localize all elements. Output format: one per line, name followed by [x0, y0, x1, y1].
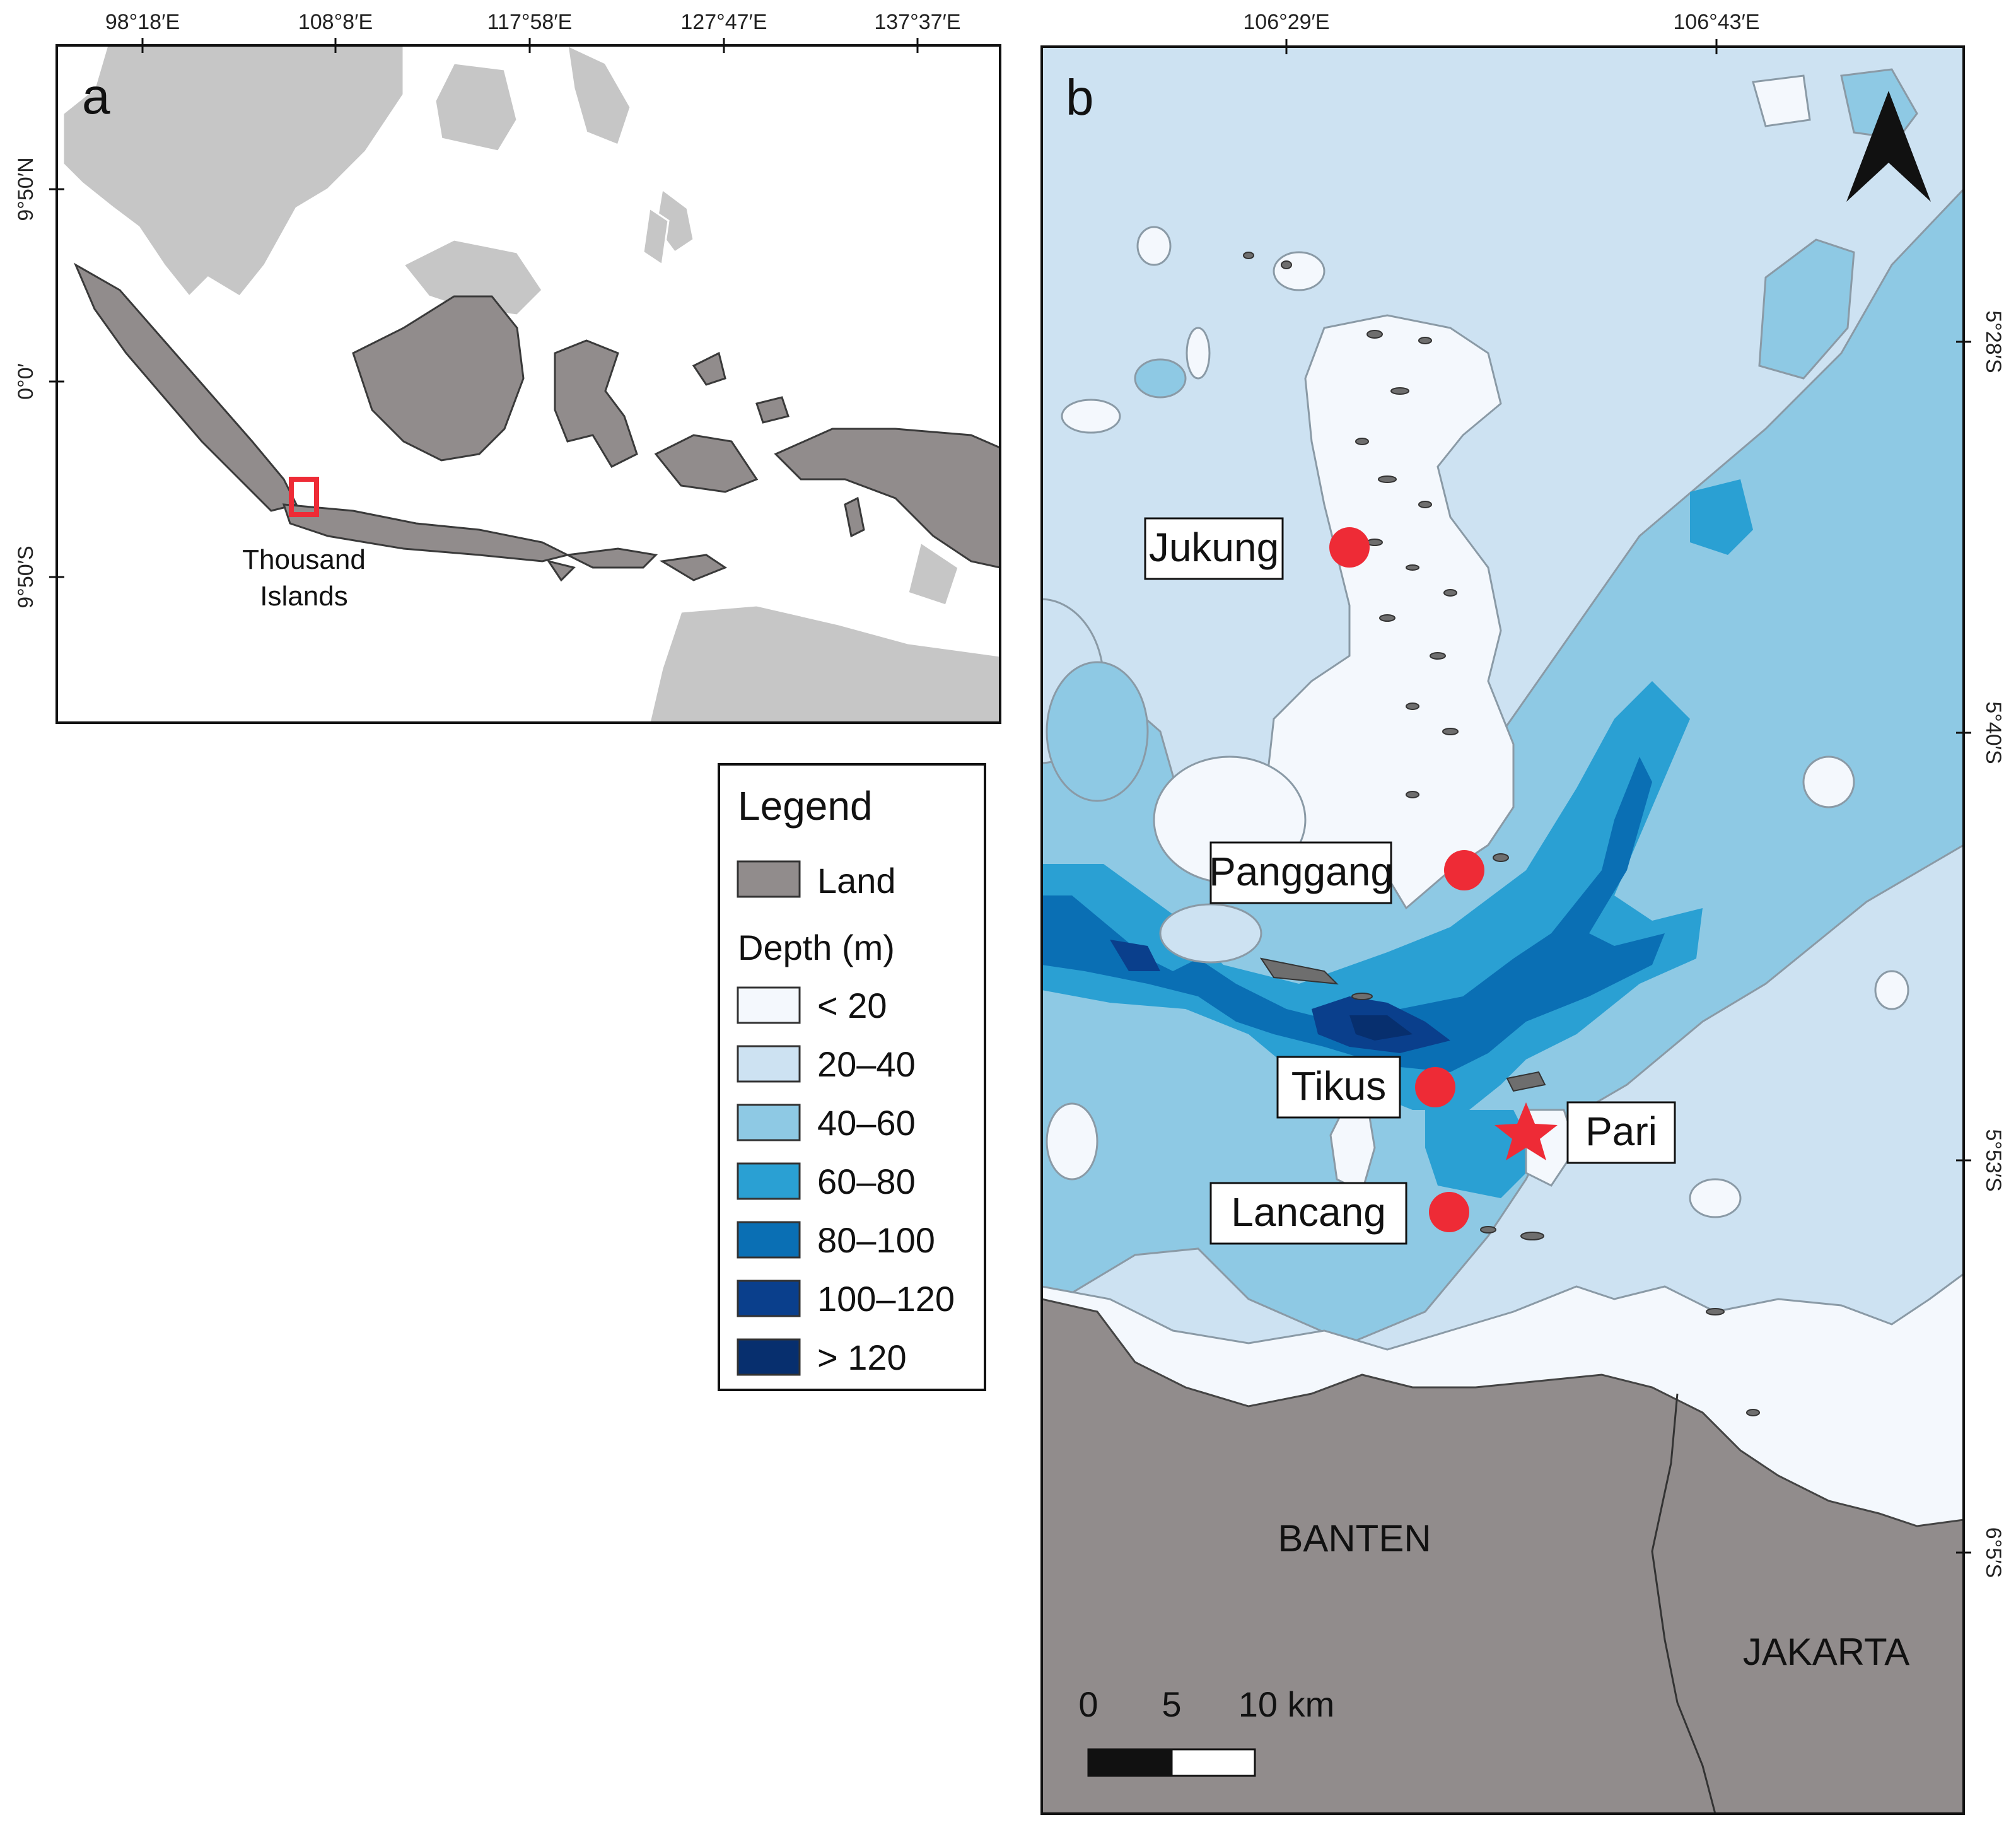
region-label-banten: BANTEN: [1278, 1517, 1431, 1560]
overview-map: Thousand Islands a 98°18′E 108°8′E 117°5…: [14, 10, 1001, 724]
region-label-jakarta: JAKARTA: [1743, 1631, 1910, 1673]
site-marker: [1444, 850, 1484, 890]
panel-b-letter: b: [1066, 69, 1094, 125]
tick-label: 9°50′N: [14, 157, 38, 221]
site-marker: [1329, 527, 1370, 568]
legend: Legend Land Depth (m) < 20 20–40 40–60 60–8…: [718, 763, 986, 1391]
panel-a-left-ticks: 9°50′N 0°0′ 9°50′S: [14, 157, 64, 609]
legend-label: 80–100: [817, 1220, 935, 1260]
mainland-land: [1042, 1298, 1964, 1814]
legend-swatch: [737, 1104, 801, 1141]
tick-label: 6°5′S: [1981, 1527, 2005, 1578]
site-marker: [1429, 1192, 1469, 1232]
site-panggang: Panggang: [1209, 841, 1484, 904]
site-star-icon: [1495, 1102, 1558, 1160]
site-marker: [1415, 1067, 1455, 1107]
tick-label: 108°8′E: [298, 10, 373, 34]
legend-depth-title: Depth (m): [738, 928, 895, 967]
site-jukung: Jukung: [1144, 517, 1370, 580]
depth-lt20-zone: [1266, 314, 1515, 910]
legend-label: 100–120: [817, 1279, 955, 1319]
legend-land-swatch: [737, 860, 801, 898]
north-arrow-icon: [1846, 91, 1931, 202]
tick-label: 98°18′E: [105, 10, 180, 34]
panel-a-letter: a: [82, 68, 110, 124]
legend-swatch: [737, 986, 801, 1024]
legend-title: Legend: [738, 783, 873, 829]
panel-b-top-ticks: 106°29′E 106°43′E: [1243, 10, 1760, 54]
tick-label: 5°40′S: [1981, 701, 2005, 764]
tick-label: 106°29′E: [1243, 10, 1329, 34]
tick-label: 5°53′S: [1981, 1129, 2005, 1191]
site-label: Jukung: [1149, 525, 1279, 570]
legend-land-label: Land: [817, 861, 896, 901]
legend-swatch: [737, 1338, 801, 1376]
legend-swatch: [737, 1280, 801, 1317]
legend-label: > 120: [817, 1338, 907, 1377]
panel-b-right-ticks: 5°28′S 5°40′S 5°53′S 6°5′S: [1956, 310, 2005, 1578]
legend-swatch: [737, 1162, 801, 1200]
legend-depth-classes: < 20 20–40 40–60 60–80 80–100 100–120 > 120: [737, 986, 955, 1377]
panel-a-top-ticks: 98°18′E 108°8′E 117°58′E 127°47′E 137°37…: [105, 10, 961, 53]
tick-label: 127°47′E: [680, 10, 767, 34]
site-label: Panggang: [1209, 849, 1393, 894]
legend-swatch: [737, 1221, 801, 1259]
legend-label: 40–60: [817, 1103, 916, 1143]
inset-label-line1: Thousand: [242, 544, 366, 575]
site-tikus: Tikus: [1276, 1056, 1455, 1119]
site-label: Tikus: [1291, 1063, 1387, 1109]
scale-bar: 0 5 10 km: [1078, 1684, 1335, 1777]
legend-label: 20–40: [817, 1044, 916, 1084]
inset-label-line2: Islands: [260, 581, 347, 612]
site-lancang: Lancang: [1209, 1182, 1469, 1245]
tick-label: 5°28′S: [1981, 310, 2005, 373]
tick-label: 0°0′: [14, 363, 38, 400]
site-label: Lancang: [1231, 1189, 1386, 1235]
legend-label: < 20: [817, 986, 887, 1025]
scale-label: 10 km: [1238, 1684, 1335, 1724]
scale-label: 5: [1162, 1684, 1181, 1724]
tick-label: 9°50′S: [14, 545, 38, 608]
tick-label: 137°37′E: [874, 10, 960, 34]
legend-label: 60–80: [817, 1162, 916, 1201]
tick-label: 117°58′E: [487, 10, 573, 34]
study-area-map: b 106°29′E 106°43′E 5°28′S 5°40′S 5°53′S…: [1040, 10, 2005, 1815]
other-land: [62, 44, 1001, 724]
site-label: Pari: [1585, 1109, 1657, 1154]
indonesia-land: [73, 262, 1001, 582]
scale-label: 0: [1078, 1684, 1098, 1724]
legend-swatch: [737, 1045, 801, 1083]
tick-label: 106°43′E: [1673, 10, 1759, 34]
depth-80-100-zone: [1042, 757, 1665, 1072]
islands: [1243, 252, 1760, 1416]
study-area-box: [289, 477, 319, 517]
province-boundary: [1651, 1393, 1716, 1814]
site-pari: Pari: [1495, 1101, 1676, 1164]
